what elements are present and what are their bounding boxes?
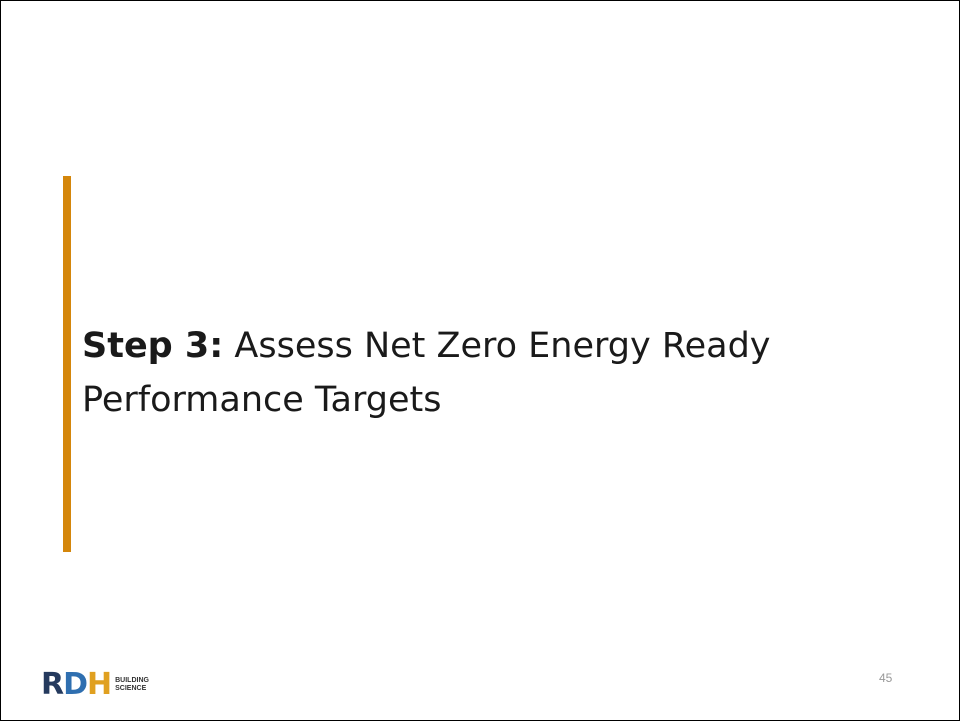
logo-words: BUILDING SCIENCE [115, 677, 149, 693]
logo-word: SCIENCE [115, 685, 147, 692]
logo-letter: D [63, 667, 88, 702]
accent-bar [63, 176, 71, 552]
logo-letter: R [41, 667, 64, 702]
logo: RDH BUILDING SCIENCE [41, 669, 149, 701]
title-text: Assess Net Zero Energy Ready Performance… [82, 326, 771, 420]
title-lead: Step 3: [82, 326, 224, 366]
logo-letter: H [87, 667, 112, 702]
page-number: 45 [879, 671, 893, 685]
logo-letters: RDH [41, 667, 112, 702]
slide-title: Step 3: Assess Net Zero Energy Ready Per… [82, 319, 882, 427]
logo-word: BUILDING [115, 677, 149, 684]
